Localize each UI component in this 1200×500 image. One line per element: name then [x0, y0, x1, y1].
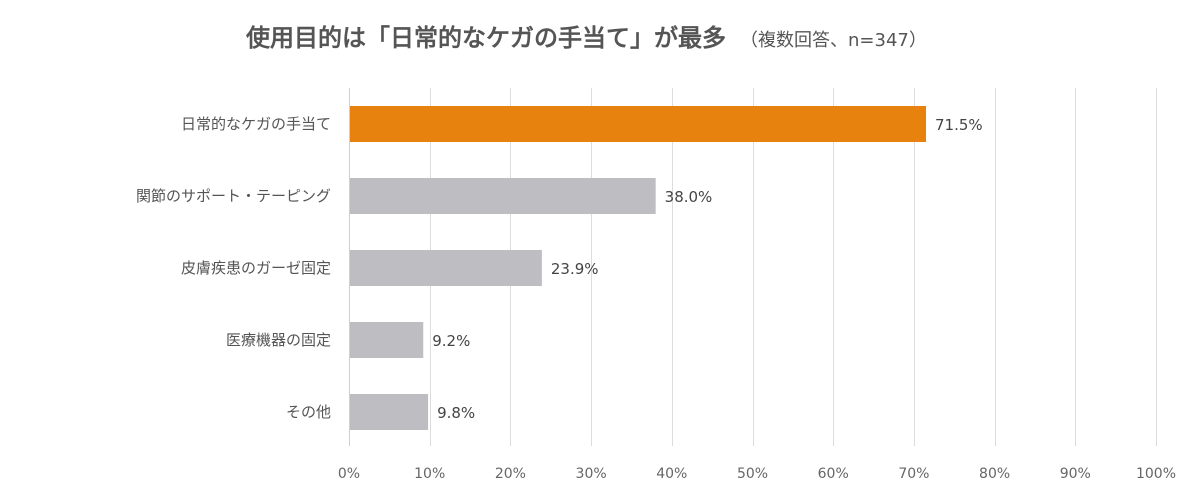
- bar: [350, 394, 429, 430]
- category-labels: 日常的なケガの手当て関節のサポート・テーピング皮膚疾患のガーゼ固定医療機器の固定…: [136, 115, 331, 421]
- x-tick-label: 0%: [338, 466, 360, 482]
- category-label: その他: [286, 403, 331, 421]
- category-label: 皮膚疾患のガーゼ固定: [181, 259, 331, 277]
- x-tick-label: 60%: [818, 466, 849, 482]
- gridlines: [349, 88, 1157, 446]
- category-label: 日常的なケガの手当て: [181, 115, 331, 133]
- chart-title-group: 使用目的は「日常的なケガの手当て」が最多 （複数回答、n=347）: [245, 24, 927, 52]
- category-label: 医療機器の固定: [226, 331, 331, 349]
- data-label: 38.0%: [665, 188, 713, 206]
- bar: [350, 178, 656, 214]
- x-tick-label: 80%: [979, 466, 1010, 482]
- x-tick-label: 20%: [495, 466, 526, 482]
- chart-title: 使用目的は「日常的なケガの手当て」が最多: [245, 24, 726, 52]
- x-tick-label: 50%: [737, 466, 768, 482]
- data-label: 9.8%: [437, 404, 475, 422]
- x-tick-label: 30%: [576, 466, 607, 482]
- bar: [350, 322, 424, 358]
- value-labels: 71.5% 38.0% 23.9% 9.2% 9.8%: [432, 116, 982, 422]
- bar: [350, 250, 542, 286]
- data-label: 71.5%: [935, 116, 983, 134]
- chart-subtitle: （複数回答、n=347）: [740, 30, 927, 51]
- x-tick-label: 40%: [656, 466, 687, 482]
- x-tick-label: 100%: [1136, 466, 1176, 482]
- bar: [350, 106, 927, 142]
- x-axis-tick-labels: 0% 10% 20% 30% 40% 50% 60% 70% 80% 90% 100%: [338, 466, 1176, 482]
- bars: [350, 106, 927, 430]
- data-label: 9.2%: [432, 332, 470, 350]
- x-tick-label: 90%: [1060, 466, 1091, 482]
- x-tick-label: 10%: [414, 466, 445, 482]
- x-tick-label: 70%: [898, 466, 929, 482]
- data-label: 23.9%: [551, 260, 599, 278]
- category-label: 関節のサポート・テーピング: [136, 187, 331, 205]
